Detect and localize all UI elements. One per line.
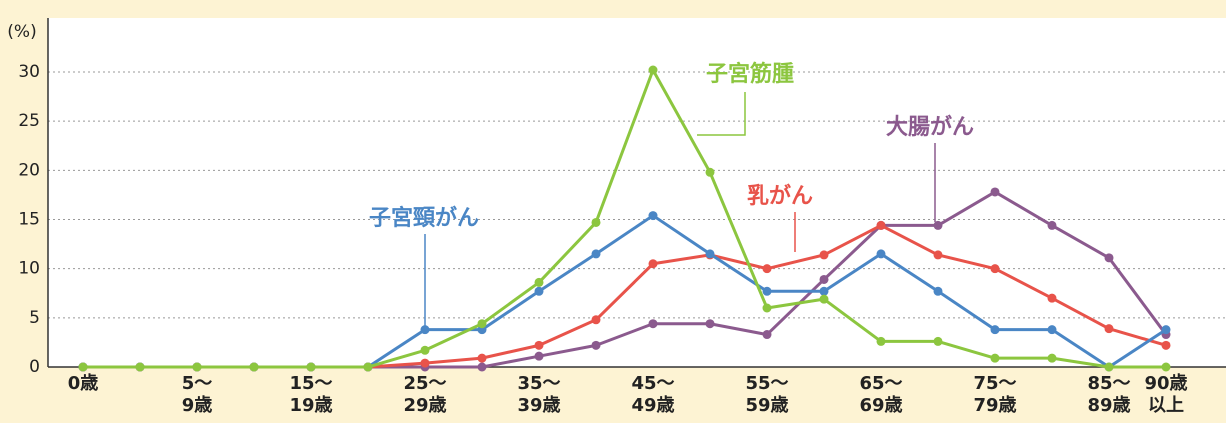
data-point	[763, 304, 772, 313]
data-point	[763, 264, 772, 273]
y-tick-label: 0	[29, 357, 40, 377]
x-tick-label: 15～19歳	[289, 373, 332, 416]
data-point	[820, 295, 829, 304]
data-point	[991, 325, 1000, 334]
data-point	[763, 287, 772, 296]
data-point	[1105, 324, 1114, 333]
data-point	[478, 363, 487, 372]
data-point	[991, 187, 1000, 196]
x-tick-label: 85～89歳	[1087, 373, 1130, 416]
data-point	[1048, 325, 1057, 334]
chart: (%) 0 5 10 15 20 25 30 0歳 5～9歳 15～19歳 25～29歳 35～39歳…	[0, 0, 1226, 423]
data-point	[1048, 221, 1057, 230]
data-point	[649, 319, 658, 328]
data-point	[934, 287, 943, 296]
x-tick-label: 90歳以上	[1144, 373, 1187, 416]
data-point	[820, 275, 829, 284]
data-point	[1105, 253, 1114, 262]
x-tick-label: 65～69歳	[859, 373, 902, 416]
data-point	[307, 363, 316, 372]
data-point	[478, 354, 487, 363]
data-point	[535, 278, 544, 287]
data-point	[820, 250, 829, 259]
data-point	[706, 168, 715, 177]
plot-area	[48, 18, 1226, 367]
data-point	[592, 249, 601, 258]
data-point	[421, 359, 430, 368]
data-point	[877, 337, 886, 346]
data-point	[535, 341, 544, 350]
data-point	[649, 211, 658, 220]
data-point	[649, 66, 658, 75]
data-point	[820, 287, 829, 296]
data-point	[1162, 325, 1171, 334]
data-point	[706, 319, 715, 328]
x-tick-label: 45～49歳	[631, 373, 674, 416]
data-point	[1162, 341, 1171, 350]
data-point	[592, 315, 601, 324]
data-point	[478, 319, 487, 328]
data-point	[991, 264, 1000, 273]
data-point	[649, 259, 658, 268]
data-point	[934, 337, 943, 346]
y-tick-label: 25	[18, 111, 40, 131]
data-point	[934, 221, 943, 230]
series-name: 大腸がん	[886, 114, 974, 140]
y-tick-label: 20	[18, 160, 40, 180]
data-point	[877, 221, 886, 230]
data-point	[136, 363, 145, 372]
data-point	[1048, 354, 1057, 363]
x-tick-label: 0歳	[68, 373, 99, 394]
data-point	[1105, 363, 1114, 372]
y-tick-label: 10	[18, 259, 40, 279]
series-name: 乳がん	[747, 183, 813, 209]
data-point	[877, 249, 886, 258]
x-tick-label: 25～29歳	[403, 373, 446, 416]
data-point	[250, 363, 259, 372]
data-point	[592, 218, 601, 227]
y-tick-label: 15	[18, 210, 40, 230]
x-tick-label: 75～79歳	[973, 373, 1016, 416]
series-name: 子宮筋腫	[706, 61, 794, 87]
data-point	[1162, 363, 1171, 372]
page: {"chart_data": {"type": "line", "y_unit"…	[0, 0, 1226, 423]
data-point	[535, 287, 544, 296]
data-point	[421, 346, 430, 355]
data-point	[193, 363, 202, 372]
x-tick-label: 5～9歳	[182, 373, 213, 416]
data-point	[706, 249, 715, 258]
series-name: 子宮頸がん	[369, 205, 479, 231]
y-tick-label: 30	[18, 62, 40, 82]
data-point	[592, 341, 601, 350]
data-point	[535, 352, 544, 361]
y-tick-label: 5	[29, 308, 40, 328]
x-tick-label: 55～59歳	[745, 373, 788, 416]
data-point	[934, 250, 943, 259]
data-point	[364, 363, 373, 372]
data-point	[763, 330, 772, 339]
y-unit: (%)	[7, 22, 36, 42]
data-point	[1048, 294, 1057, 303]
data-point	[991, 354, 1000, 363]
x-tick-label: 35～39歳	[517, 373, 560, 416]
data-point	[79, 363, 88, 372]
